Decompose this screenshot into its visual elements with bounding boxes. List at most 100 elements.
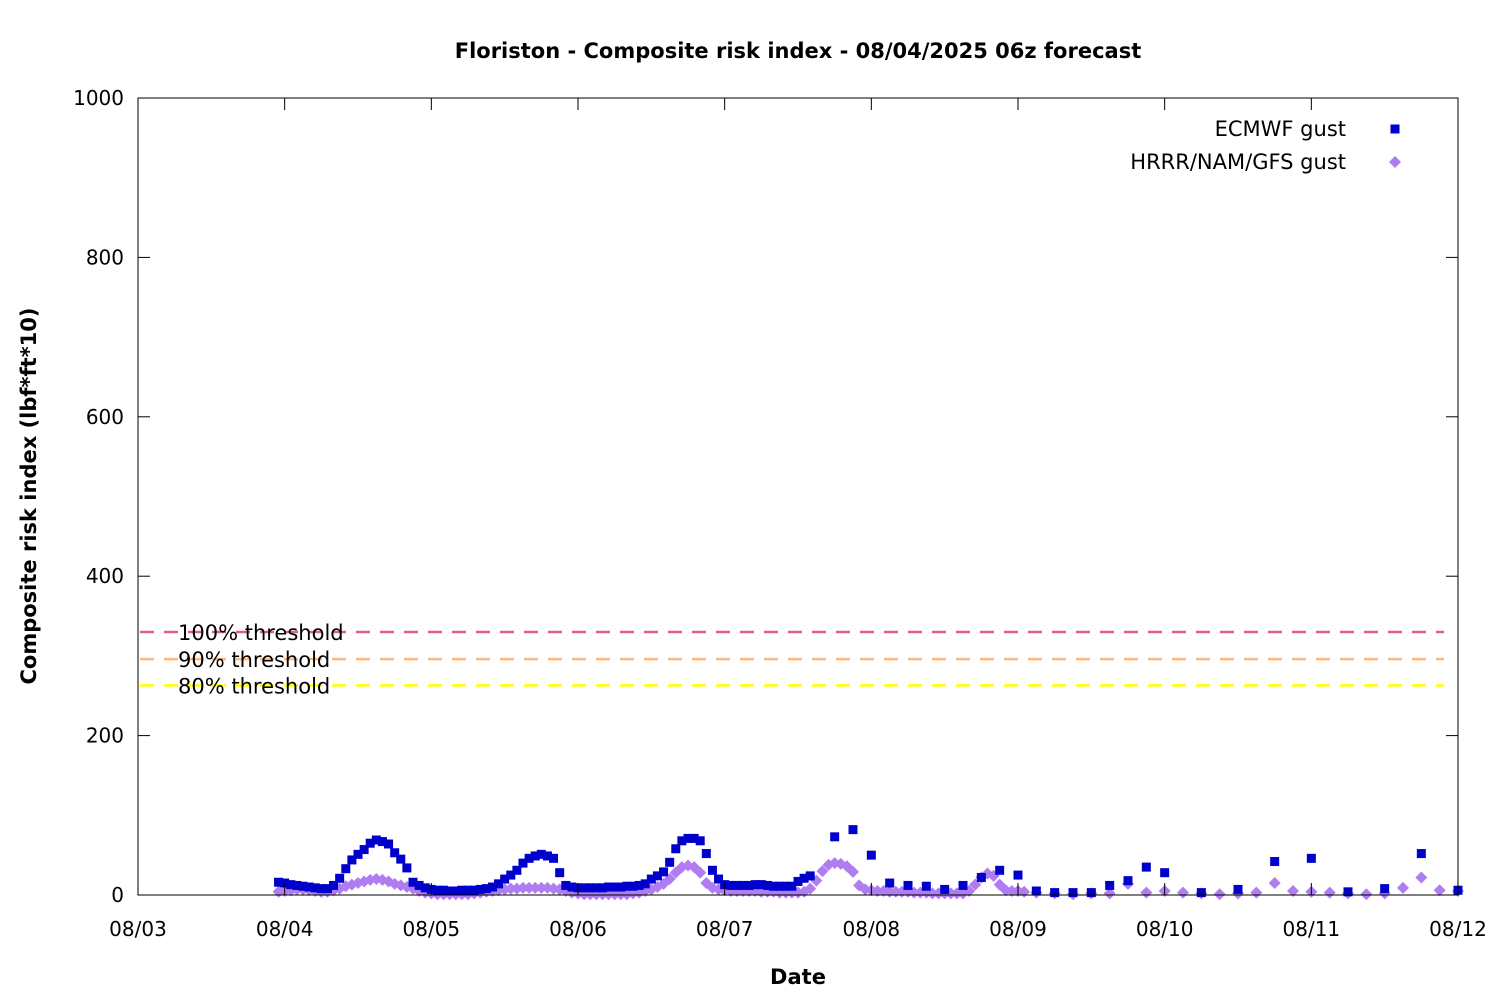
legend-label: HRRR/NAM/GFS gust bbox=[1130, 150, 1346, 174]
ecmwf-point bbox=[1160, 868, 1170, 878]
hrrr-point bbox=[1415, 871, 1428, 884]
ecmwf-point bbox=[1416, 849, 1426, 859]
plot-frame bbox=[137, 97, 1459, 896]
ecmwf-point bbox=[591, 883, 601, 893]
ecmwf-point bbox=[769, 881, 779, 891]
y-tick-label: 600 bbox=[86, 405, 124, 429]
ecmwf-point bbox=[885, 878, 895, 888]
hrrr-point bbox=[1177, 886, 1189, 899]
ecmwf-point bbox=[903, 880, 913, 890]
ecmwf-point bbox=[390, 848, 400, 858]
x-axis-label: Date bbox=[770, 965, 826, 989]
ecmwf-point bbox=[1068, 888, 1078, 898]
ecmwf-point bbox=[976, 872, 986, 882]
ecmwf-point bbox=[384, 839, 394, 849]
ecmwf-point bbox=[695, 836, 705, 846]
ecmwf-point bbox=[793, 876, 803, 886]
ecmwf-point bbox=[787, 881, 797, 891]
y-axis: 0 200 400 600 800 1000 bbox=[73, 86, 1458, 907]
ecmwf-point bbox=[475, 884, 485, 894]
ecmwf-point bbox=[1123, 876, 1133, 886]
ecmwf-point bbox=[335, 873, 345, 883]
hrrr-point bbox=[816, 865, 829, 878]
ecmwf-point bbox=[365, 838, 375, 848]
hrrr-point bbox=[504, 882, 517, 895]
hrrr-point bbox=[1140, 886, 1153, 899]
ecmwf-point bbox=[677, 836, 687, 846]
ecmwf-point bbox=[292, 880, 302, 890]
x-tick-label: 08/07 bbox=[696, 917, 754, 941]
series-ecmwf bbox=[274, 825, 1463, 898]
x-tick-label: 08/04 bbox=[256, 917, 314, 941]
ecmwf-point bbox=[298, 881, 308, 891]
ecmwf-point bbox=[274, 877, 284, 887]
x-tick-label: 08/11 bbox=[1283, 917, 1341, 941]
x-tick-label: 08/08 bbox=[843, 917, 901, 941]
ecmwf-point bbox=[750, 880, 760, 890]
ecmwf-point bbox=[329, 880, 339, 890]
ecmwf-point bbox=[604, 882, 614, 892]
ecmwf-point bbox=[506, 870, 516, 880]
hrrr-point bbox=[529, 881, 542, 894]
hrrr-point bbox=[847, 865, 859, 878]
x-tick-label: 08/12 bbox=[1429, 917, 1487, 941]
ecmwf-point bbox=[671, 844, 681, 854]
ecmwf-point bbox=[1105, 880, 1115, 890]
ecmwf-point bbox=[622, 881, 632, 891]
ecmwf-point bbox=[995, 865, 1005, 875]
ecmwf-point bbox=[549, 853, 559, 863]
ecmwf-point bbox=[597, 883, 607, 893]
ecmwf-point bbox=[1050, 888, 1060, 898]
ecmwf-point bbox=[402, 863, 412, 873]
hrrr-point bbox=[1323, 886, 1336, 899]
ecmwf-point bbox=[1013, 870, 1023, 880]
hrrr-point bbox=[1433, 884, 1446, 897]
ecmwf-point bbox=[414, 880, 424, 890]
hrrr-point bbox=[1268, 877, 1281, 890]
ecmwf-point bbox=[689, 833, 699, 843]
ecmwf-point bbox=[701, 849, 711, 859]
chart-title: Floriston - Composite risk index - 08/04… bbox=[455, 39, 1142, 63]
ecmwf-point bbox=[1343, 887, 1353, 897]
ecmwf-point bbox=[830, 832, 840, 842]
ecmwf-point bbox=[866, 850, 876, 860]
ecmwf-point bbox=[744, 880, 754, 890]
ecmwf-point bbox=[439, 885, 449, 895]
ecmwf-point bbox=[408, 877, 418, 887]
ecmwf-point bbox=[371, 835, 381, 845]
y-tick-label: 200 bbox=[86, 724, 124, 748]
ecmwf-point bbox=[738, 880, 748, 890]
ecmwf-point bbox=[1141, 862, 1151, 872]
ecmwf-point bbox=[1086, 888, 1096, 898]
y-axis-label: Composite risk index (lbf*ft*10) bbox=[17, 307, 41, 684]
hrrr-point bbox=[1287, 885, 1299, 898]
ecmwf-point bbox=[555, 868, 565, 878]
ecmwf-point bbox=[494, 879, 504, 889]
ecmwf-point bbox=[316, 884, 326, 894]
hrrr-point bbox=[1103, 887, 1116, 900]
threshold-label: 100% threshold bbox=[178, 621, 344, 645]
hrrr-point bbox=[694, 866, 707, 879]
ecmwf-point bbox=[628, 881, 638, 891]
ecmwf-point bbox=[561, 880, 571, 890]
ecmwf-point bbox=[1270, 857, 1280, 867]
y-tick-label: 800 bbox=[86, 245, 124, 269]
ecmwf-point bbox=[665, 857, 675, 867]
ecmwf-point bbox=[451, 886, 461, 896]
ecmwf-point bbox=[463, 885, 473, 895]
x-tick-label: 08/05 bbox=[403, 917, 461, 941]
y-tick-label: 0 bbox=[111, 883, 124, 907]
ecmwf-point bbox=[683, 833, 693, 843]
x-tick-label: 08/10 bbox=[1136, 917, 1194, 941]
hrrr-point bbox=[871, 885, 884, 898]
hrrr-point bbox=[535, 881, 548, 894]
ecmwf-point bbox=[359, 845, 369, 855]
ecmwf-point bbox=[1306, 853, 1316, 863]
ecmwf-point bbox=[652, 871, 662, 881]
x-tick-label: 08/09 bbox=[989, 917, 1047, 941]
ecmwf-point bbox=[848, 825, 858, 835]
ecmwf-point bbox=[487, 882, 497, 892]
legend-marker bbox=[1389, 156, 1401, 168]
ecmwf-point bbox=[420, 883, 430, 893]
